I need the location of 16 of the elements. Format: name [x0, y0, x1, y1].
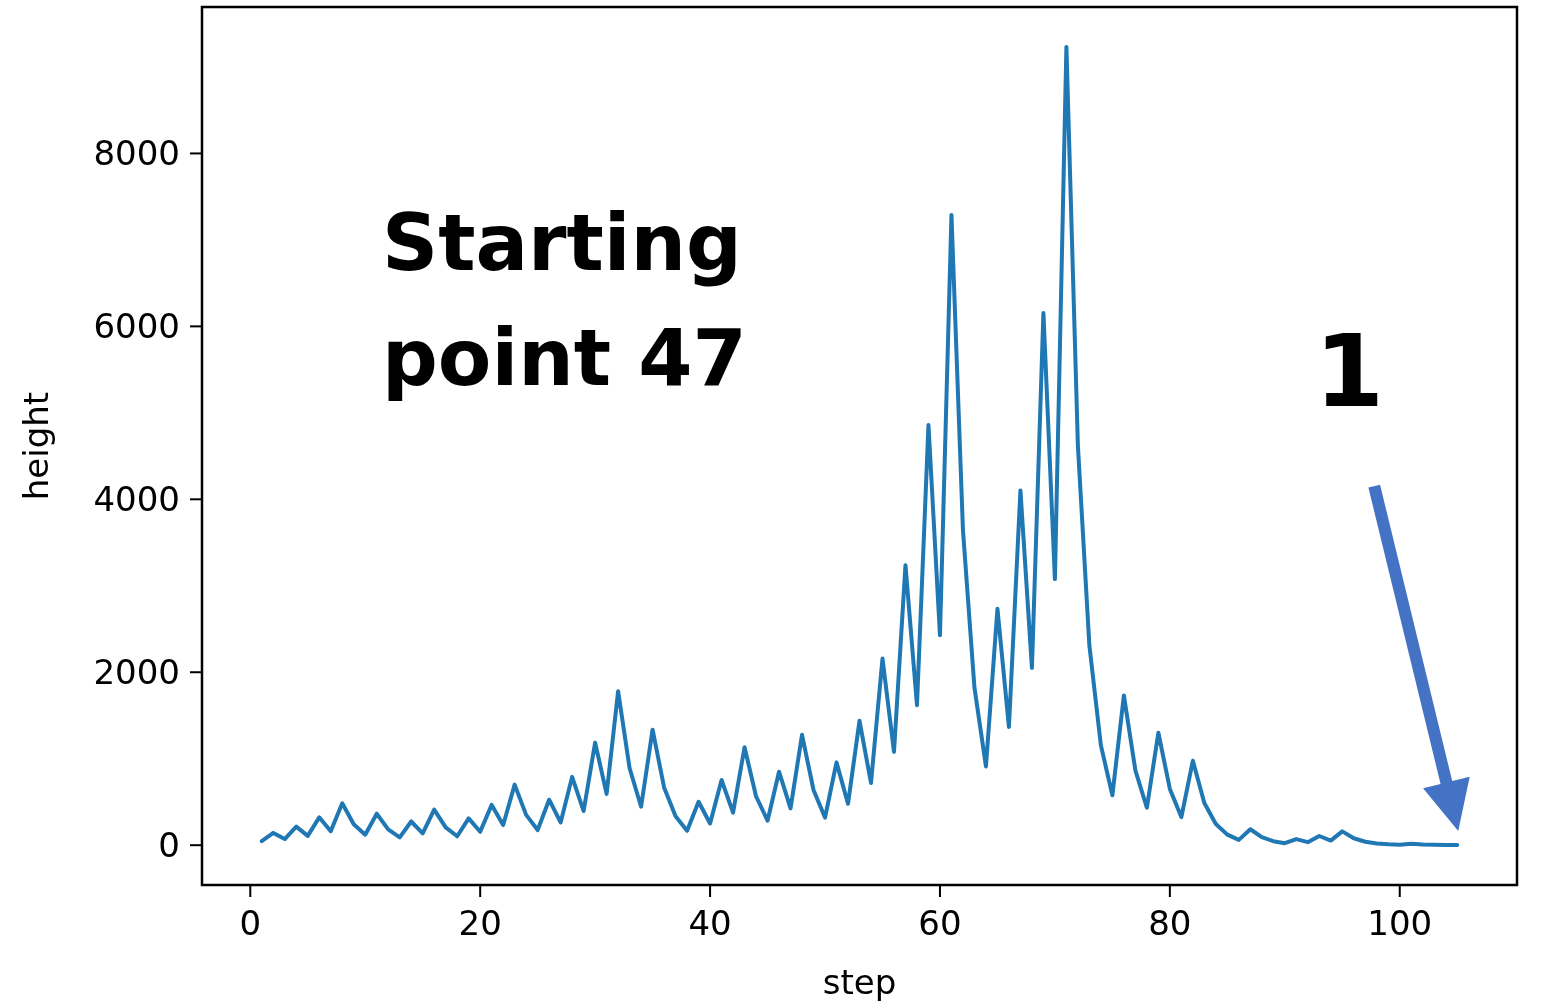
x-tick-label: 60 [918, 903, 962, 943]
y-tick-label: 6000 [93, 306, 180, 347]
x-tick-label: 20 [458, 903, 502, 943]
x-tick-label: 0 [239, 903, 262, 943]
y-tick-label: 4000 [93, 479, 180, 520]
x-tick-label: 100 [1367, 903, 1433, 943]
annotation: Starting point 47 [382, 198, 747, 403]
x-tick-label: 80 [1148, 903, 1192, 943]
y-tick-label: 0 [158, 825, 180, 866]
x-tick-label: 40 [688, 903, 732, 943]
y-tick-label: 2000 [93, 652, 180, 693]
annotation: 1 [1314, 313, 1385, 431]
y-axis-title: height [16, 391, 56, 501]
x-axis-title: step [822, 962, 897, 1002]
y-tick-label: 8000 [93, 133, 180, 174]
line-series [259, 44, 1460, 848]
